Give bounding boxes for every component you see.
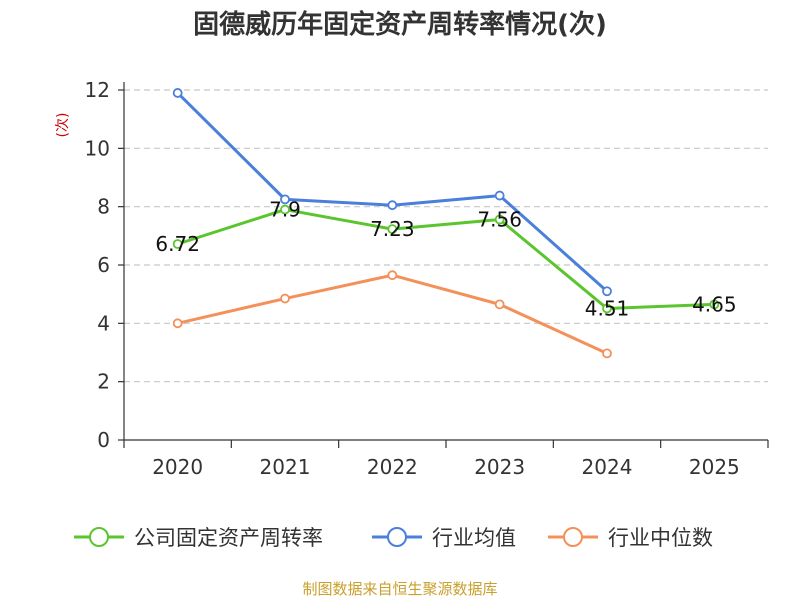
x-tick-label: 2021	[260, 455, 311, 479]
data-point	[387, 270, 398, 281]
series-line	[177, 208, 715, 310]
legend-marker	[563, 527, 583, 547]
data-label: 7.9	[269, 198, 301, 222]
legend-marker	[387, 527, 407, 547]
data-point	[172, 239, 183, 249]
data-label: 4.65	[692, 292, 737, 316]
data-point	[494, 214, 505, 225]
x-tick-label: 2023	[474, 455, 525, 479]
data-label: 6.72	[155, 232, 200, 256]
data-point	[494, 190, 505, 201]
y-tick-label: 6	[97, 253, 110, 277]
series-line	[176, 91, 608, 293]
data-point	[280, 194, 290, 205]
x-tick-label: 2024	[582, 455, 633, 479]
data-point	[494, 299, 505, 310]
data-label: 7.56	[477, 208, 522, 232]
source-note: 制图数据来自恒生聚源数据库	[302, 580, 498, 598]
data-point	[387, 224, 398, 235]
y-tick-label: 8	[97, 195, 110, 219]
y-tick-label: 2	[97, 370, 110, 394]
legend-label: 行业中位数	[608, 526, 713, 550]
legend-label: 行业均值	[432, 526, 516, 550]
data-point	[387, 200, 398, 211]
axes: 0 2 4 6 8 10 12 2020 2021 2022 2023 2024 2025 (次)	[55, 78, 769, 479]
legend: 公司固定资产周转率 行业均值 行业中位数	[74, 526, 713, 550]
x-tick-label: 2025	[689, 455, 740, 479]
data-point	[280, 204, 290, 215]
data-point	[709, 299, 720, 310]
series-line	[177, 273, 608, 355]
data-point	[602, 286, 612, 297]
y-tick-label: 10	[85, 136, 110, 160]
chart-title: 固德威历年固定资产周转率情况(次)	[193, 10, 607, 40]
data-label: 4.51	[585, 296, 630, 320]
data-point	[602, 348, 612, 359]
y-axis-unit: (次)	[55, 113, 71, 138]
data-point	[172, 318, 183, 329]
legend-marker	[89, 527, 109, 547]
data-labels: 6.72 7.9 7.23 7.56 4.51 4.65	[155, 198, 736, 321]
y-tick-label: 12	[85, 78, 110, 102]
data-point	[280, 293, 290, 304]
series-layer	[172, 88, 720, 359]
y-tick-label: 4	[97, 311, 110, 335]
data-label: 7.23	[370, 217, 415, 241]
data-point	[602, 303, 612, 314]
x-tick-label: 2020	[152, 455, 203, 479]
y-tick-label: 0	[97, 428, 110, 452]
data-point	[172, 88, 183, 98]
legend-label: 公司固定资产周转率	[134, 526, 323, 550]
x-tick-label: 2022	[367, 455, 418, 479]
gridlines	[124, 89, 768, 383]
